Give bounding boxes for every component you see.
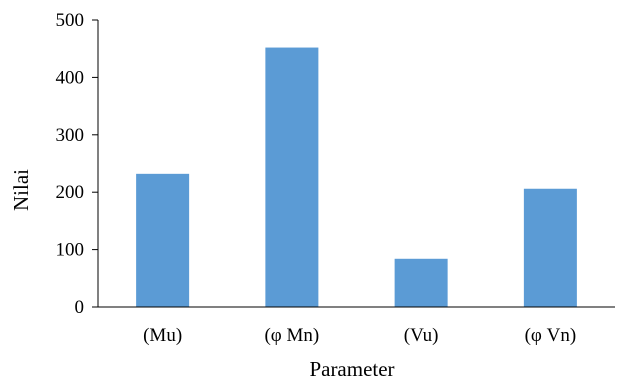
x-tick-label: (Vu) <box>404 325 439 346</box>
x-axis-title: Parameter <box>309 357 394 381</box>
axes-layer <box>97 20 615 308</box>
bar <box>394 258 448 307</box>
y-tick-labels: 0 100 200 300 400 500 <box>56 10 98 318</box>
x-tick-labels: (Mu) (φ Mn) (Vu) (φ Vn) <box>143 325 576 346</box>
y-axis-title: Nilai <box>9 169 33 211</box>
y-tick-label: 0 <box>75 297 85 318</box>
y-tick-label: 200 <box>56 182 85 203</box>
x-tick-label: (Mu) <box>143 325 182 346</box>
bar <box>265 47 319 307</box>
x-tick-label: (φ Mn) <box>264 325 319 346</box>
y-tick-label: 300 <box>56 125 85 146</box>
bar <box>136 173 190 307</box>
y-tick-label: 100 <box>56 240 85 261</box>
x-tick-label: (φ Vn) <box>525 325 577 346</box>
y-tick-label: 500 <box>56 10 85 31</box>
bars-layer <box>136 47 577 307</box>
bar <box>523 188 577 307</box>
y-tick-label: 400 <box>56 67 85 88</box>
